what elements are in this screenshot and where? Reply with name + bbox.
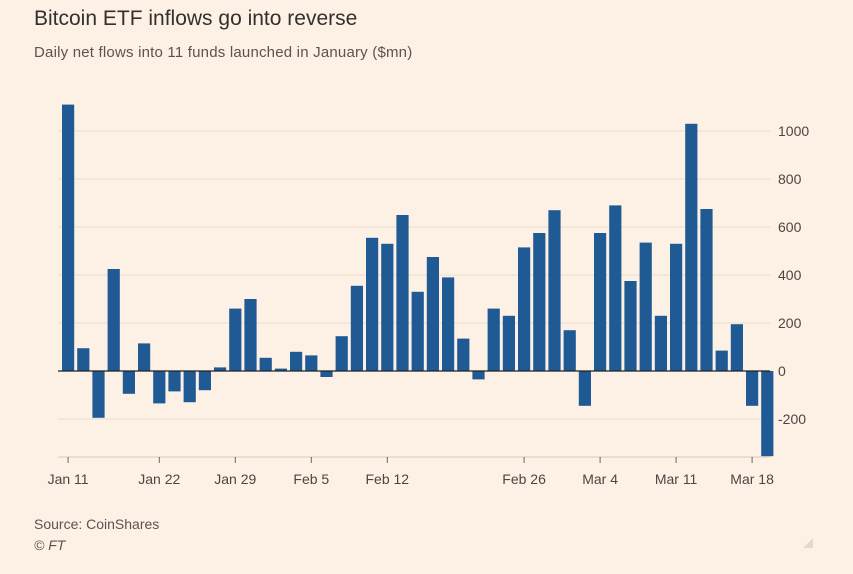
bar — [350, 285, 363, 371]
bar — [274, 368, 287, 371]
y-tick-label: 1000 — [778, 123, 809, 139]
bar — [107, 269, 120, 371]
bar — [214, 367, 227, 371]
bar — [168, 371, 181, 392]
resize-handle-icon — [803, 538, 813, 548]
x-tick-label: Jan 22 — [138, 471, 180, 487]
bar — [654, 315, 667, 371]
x-tick-label: Jan 29 — [214, 471, 256, 487]
bar — [77, 348, 90, 371]
bar — [366, 237, 379, 371]
bar — [624, 281, 637, 371]
bar — [442, 277, 455, 371]
bar — [183, 371, 196, 403]
bar — [502, 315, 515, 371]
bar — [533, 233, 546, 371]
bar — [138, 343, 151, 371]
y-tick-label: 800 — [778, 171, 802, 187]
x-tick-label: Jan 11 — [48, 471, 89, 487]
bar — [122, 371, 135, 394]
bar — [548, 210, 561, 371]
bar — [381, 243, 394, 371]
bar — [229, 308, 242, 371]
bar — [761, 371, 774, 457]
bar — [472, 371, 485, 380]
bar — [92, 371, 105, 418]
x-tick-label: Feb 12 — [366, 471, 410, 487]
bar — [578, 371, 591, 406]
y-tick-label: -200 — [778, 411, 806, 427]
x-tick-label: Mar 11 — [655, 471, 698, 487]
y-tick-label: 200 — [778, 315, 802, 331]
bar — [639, 242, 652, 371]
bar — [518, 247, 531, 371]
bar — [685, 123, 698, 371]
bar — [411, 291, 424, 371]
bar — [670, 243, 683, 371]
copyright-note: © FT — [34, 537, 66, 553]
source-note: Source: CoinShares — [34, 516, 160, 532]
x-tick-label: Mar 18 — [730, 471, 774, 487]
chart-title: Bitcoin ETF inflows go into reverse — [34, 7, 358, 30]
bar — [746, 371, 759, 406]
bar — [198, 371, 211, 391]
bar — [594, 233, 607, 371]
x-tick-label: Feb 5 — [293, 471, 329, 487]
y-tick-label: 600 — [778, 219, 802, 235]
bar — [62, 104, 75, 371]
bar — [700, 209, 713, 371]
bar — [457, 338, 470, 371]
x-tick-label: Mar 4 — [582, 471, 618, 487]
bar — [396, 215, 409, 371]
bar — [609, 205, 622, 371]
bar — [290, 351, 303, 371]
bar — [335, 336, 348, 371]
x-tick-label: Feb 26 — [502, 471, 546, 487]
bar — [244, 299, 257, 371]
bar — [153, 371, 166, 404]
bar — [305, 355, 318, 371]
bar — [730, 324, 743, 371]
bar — [426, 257, 439, 371]
bar — [715, 350, 728, 371]
bar — [487, 308, 500, 371]
bar — [259, 357, 272, 371]
y-tick-label: 400 — [778, 267, 802, 283]
bar — [320, 371, 333, 377]
chart-subtitle: Daily net flows into 11 funds launched i… — [34, 44, 413, 61]
bar — [563, 330, 576, 371]
y-tick-label: 0 — [778, 363, 786, 379]
